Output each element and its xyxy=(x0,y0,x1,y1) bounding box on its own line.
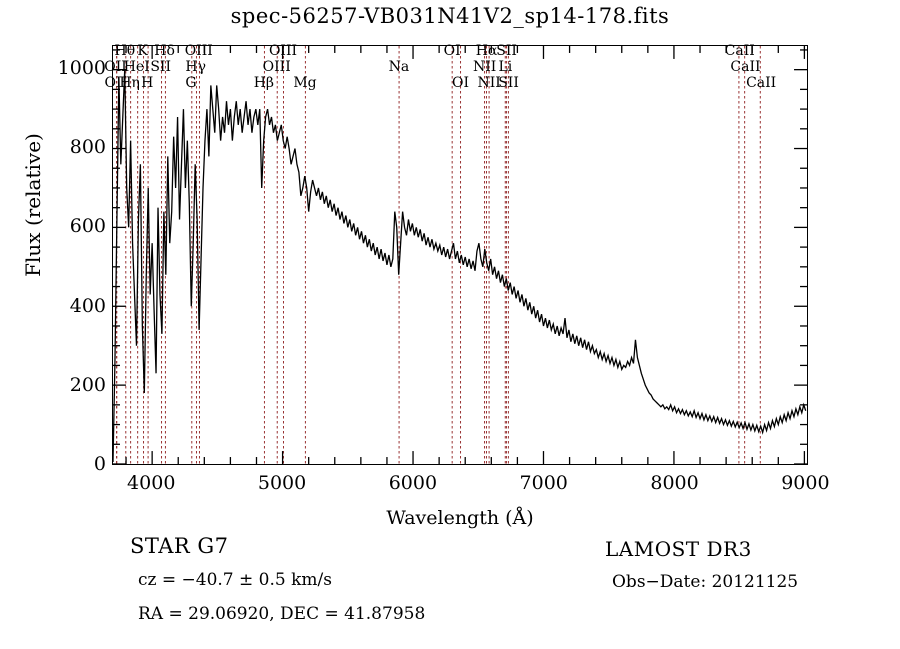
object-type: STAR G7 xyxy=(130,534,229,558)
x-tick-label: 7000 xyxy=(519,472,568,494)
y-tick-label: 400 xyxy=(69,294,106,317)
survey-name: LAMOST DR3 xyxy=(605,537,752,561)
x-tick-label: 8000 xyxy=(650,472,699,494)
redshift-velocity: cz = −40.7 ± 0.5 km/s xyxy=(138,570,332,590)
y-tick-label: 200 xyxy=(69,373,106,396)
y-axis-ticks: 0 200 400 600 800 1000 xyxy=(0,45,106,475)
observation-date: Obs−Date: 20121125 xyxy=(612,572,799,592)
x-axis-ticks: 4000 5000 6000 7000 8000 9000 xyxy=(112,472,830,498)
y-tick-label: 1000 xyxy=(57,56,106,79)
page-title: spec-56257-VB031N41V2_sp14-178.fits xyxy=(230,4,670,28)
x-tick-label: 5000 xyxy=(257,472,307,494)
x-tick-label: 9000 xyxy=(781,472,830,494)
x-axis-label: Wavelength (Å) xyxy=(386,507,534,529)
y-tick-label: 0 xyxy=(93,453,106,475)
spectrum-trace xyxy=(113,46,807,464)
y-axis-label: Flux (relative) xyxy=(21,133,45,277)
y-tick-label: 800 xyxy=(69,136,106,159)
x-tick-label: 4000 xyxy=(127,472,176,494)
sky-coordinates: RA = 29.06920, DEC = 41.87958 xyxy=(138,604,426,624)
y-tick-label: 600 xyxy=(69,215,106,238)
x-tick-label: 6000 xyxy=(388,472,438,494)
plot-area xyxy=(112,45,808,465)
flux-curve xyxy=(113,70,806,462)
